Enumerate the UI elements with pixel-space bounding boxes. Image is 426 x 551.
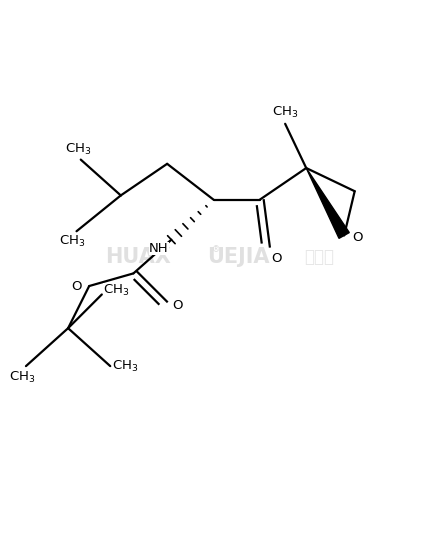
Text: ®: ®: [211, 245, 219, 254]
Text: HUAX: HUAX: [104, 246, 170, 267]
Text: O: O: [351, 231, 362, 244]
Text: O: O: [71, 279, 82, 293]
Text: CH$_3$: CH$_3$: [103, 283, 130, 298]
Text: CH$_3$: CH$_3$: [9, 370, 35, 386]
Text: UEJIA: UEJIA: [207, 246, 269, 267]
Text: CH$_3$: CH$_3$: [112, 359, 138, 374]
Text: NH: NH: [149, 242, 168, 256]
Text: O: O: [172, 299, 182, 311]
Polygon shape: [305, 168, 348, 239]
Text: 化学加: 化学加: [303, 247, 333, 266]
Text: CH$_3$: CH$_3$: [65, 142, 92, 156]
Text: CH$_3$: CH$_3$: [271, 105, 298, 120]
Text: CH$_3$: CH$_3$: [59, 234, 85, 250]
Text: O: O: [271, 252, 281, 265]
